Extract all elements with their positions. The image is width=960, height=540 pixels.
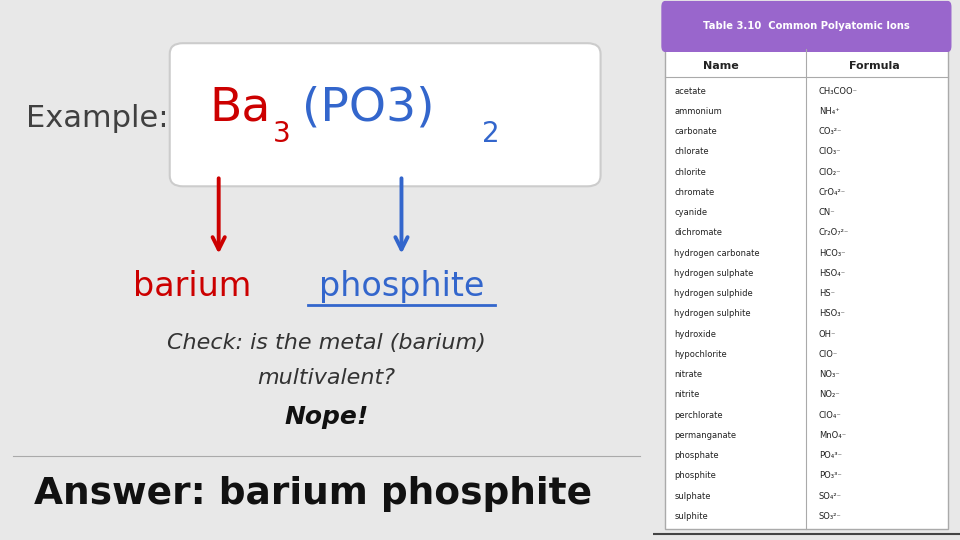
Text: Cr₂O₇²⁻: Cr₂O₇²⁻	[819, 228, 849, 238]
Text: (PO3): (PO3)	[301, 85, 434, 131]
Text: ClO⁻: ClO⁻	[819, 350, 838, 359]
Text: 2: 2	[482, 120, 499, 148]
Text: hypochlorite: hypochlorite	[674, 350, 727, 359]
Text: sulphate: sulphate	[674, 491, 710, 501]
Text: CrO₄²⁻: CrO₄²⁻	[819, 188, 846, 197]
Text: ClO₂⁻: ClO₂⁻	[819, 167, 841, 177]
Text: hydrogen sulphide: hydrogen sulphide	[674, 289, 753, 298]
Text: ClO₄⁻: ClO₄⁻	[819, 410, 841, 420]
Text: dichromate: dichromate	[674, 228, 722, 238]
Text: chromate: chromate	[674, 188, 714, 197]
Text: chlorite: chlorite	[674, 167, 707, 177]
FancyBboxPatch shape	[662, 2, 950, 51]
Text: HCO₃⁻: HCO₃⁻	[819, 248, 845, 258]
Text: nitrate: nitrate	[674, 370, 703, 379]
Text: SO₄²⁻: SO₄²⁻	[819, 491, 842, 501]
Text: perchlorate: perchlorate	[674, 410, 723, 420]
Text: acetate: acetate	[674, 86, 707, 96]
Text: hydroxide: hydroxide	[674, 329, 716, 339]
Text: Ba: Ba	[209, 85, 271, 131]
Text: NO₃⁻: NO₃⁻	[819, 370, 839, 379]
Text: HSO₄⁻: HSO₄⁻	[819, 269, 845, 278]
Text: sulphite: sulphite	[674, 512, 708, 521]
Text: OH⁻: OH⁻	[819, 329, 836, 339]
Text: phosphite: phosphite	[674, 471, 716, 481]
Text: multivalent?: multivalent?	[257, 368, 396, 388]
Text: Formula: Formula	[849, 61, 900, 71]
Text: NH₄⁺: NH₄⁺	[819, 107, 839, 116]
Text: PO₄³⁻: PO₄³⁻	[819, 451, 842, 460]
Text: 3: 3	[273, 120, 291, 148]
FancyBboxPatch shape	[665, 49, 948, 529]
Text: Check: is the metal (barium): Check: is the metal (barium)	[167, 333, 486, 353]
Text: Example:: Example:	[26, 104, 169, 133]
Text: hydrogen sulphite: hydrogen sulphite	[674, 309, 751, 319]
Text: HSO₃⁻: HSO₃⁻	[819, 309, 845, 319]
Text: SO₃²⁻: SO₃²⁻	[819, 512, 841, 521]
FancyBboxPatch shape	[170, 43, 601, 186]
Text: CO₃²⁻: CO₃²⁻	[819, 127, 842, 136]
Text: phosphite: phosphite	[319, 269, 484, 303]
Text: permanganate: permanganate	[674, 431, 736, 440]
Text: carbonate: carbonate	[674, 127, 717, 136]
Text: ClO₃⁻: ClO₃⁻	[819, 147, 841, 157]
Text: NO₂⁻: NO₂⁻	[819, 390, 839, 400]
Text: cyanide: cyanide	[674, 208, 708, 217]
Text: Answer: barium phosphite: Answer: barium phosphite	[35, 476, 592, 512]
Text: CN⁻: CN⁻	[819, 208, 835, 217]
Text: hydrogen carbonate: hydrogen carbonate	[674, 248, 760, 258]
Text: hydrogen sulphate: hydrogen sulphate	[674, 269, 754, 278]
Text: ammonium: ammonium	[674, 107, 722, 116]
Text: MnO₄⁻: MnO₄⁻	[819, 431, 846, 440]
Text: Name: Name	[703, 61, 738, 71]
Text: Nope!: Nope!	[284, 405, 369, 429]
Text: phosphate: phosphate	[674, 451, 719, 460]
Text: CH₃COO⁻: CH₃COO⁻	[819, 86, 857, 96]
Text: barium: barium	[133, 269, 252, 303]
Text: HS⁻: HS⁻	[819, 289, 834, 298]
Text: Table 3.10  Common Polyatomic Ions: Table 3.10 Common Polyatomic Ions	[703, 21, 910, 31]
Text: chlorate: chlorate	[674, 147, 708, 157]
Text: PO₃³⁻: PO₃³⁻	[819, 471, 841, 481]
Text: nitrite: nitrite	[674, 390, 700, 400]
